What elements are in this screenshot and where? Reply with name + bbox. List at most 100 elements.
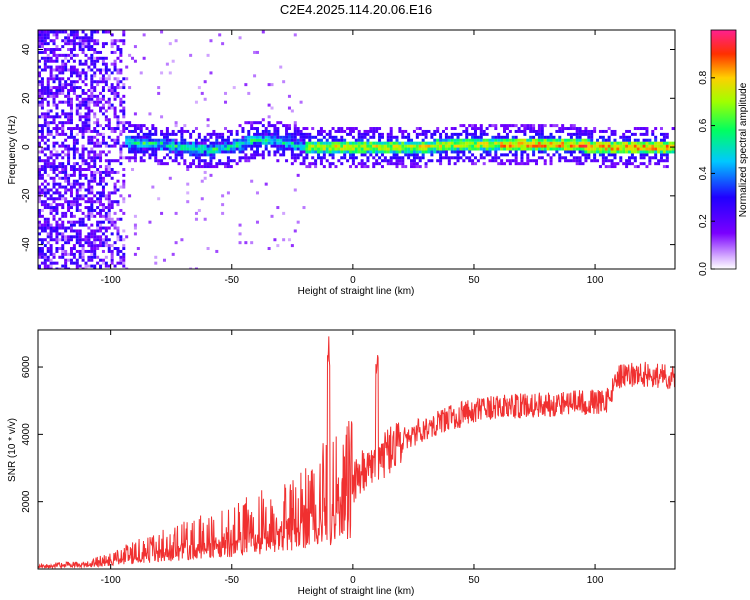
- heatmap-cell: [253, 141, 257, 145]
- heatmap-cell: [264, 135, 268, 139]
- heatmap-cell: [64, 170, 68, 174]
- heatmap-cell: [261, 132, 265, 136]
- heatmap-cell: [81, 36, 85, 40]
- heatmap-cell: [93, 264, 97, 268]
- heatmap-cell: [314, 144, 318, 148]
- heatmap-cell: [43, 185, 47, 189]
- heatmap-cell: [619, 159, 623, 163]
- heatmap-cell: [67, 103, 71, 107]
- heatmap-cell: [299, 147, 303, 151]
- heatmap-cell: [258, 141, 262, 145]
- heatmap-cell: [343, 138, 347, 142]
- heatmap-cell: [273, 132, 277, 136]
- heatmap-cell: [46, 33, 50, 37]
- heatmap-cell: [101, 261, 105, 265]
- heatmap-cell: [107, 135, 111, 139]
- heatmap-cell: [81, 211, 85, 215]
- heatmap-cell: [75, 147, 79, 151]
- heatmap-cell: [485, 132, 489, 136]
- heatmap-cell: [104, 42, 108, 46]
- heatmap-cell: [90, 223, 94, 227]
- heatmap-cell: [87, 100, 91, 104]
- heatmap-cell: [72, 220, 76, 224]
- heatmap-cell: [221, 42, 225, 46]
- heatmap-cell: [517, 147, 521, 151]
- heatmap-cell: [290, 132, 294, 136]
- heatmap-cell: [378, 150, 382, 154]
- heatmap-cell: [84, 159, 88, 163]
- heatmap-cell: [125, 77, 129, 81]
- heatmap-cell: [192, 129, 196, 133]
- heatmap-cell: [279, 153, 283, 157]
- heatmap-cell: [84, 214, 88, 218]
- heatmap-cell: [340, 162, 344, 166]
- heatmap-cell: [67, 127, 71, 131]
- heatmap-cell: [101, 42, 105, 46]
- heatmap-cell: [485, 147, 489, 151]
- heatmap-cell: [75, 109, 79, 113]
- heatmap-cell: [636, 127, 640, 131]
- heatmap-cell: [183, 138, 187, 142]
- heatmap-cell: [250, 144, 254, 148]
- heatmap-cell: [404, 144, 408, 148]
- heatmap-cell: [514, 156, 518, 160]
- heatmap-cell: [523, 150, 527, 154]
- heatmap-cell: [311, 156, 315, 160]
- heatmap-cell: [351, 129, 355, 133]
- heatmap-cell: [311, 127, 315, 131]
- heatmap-cell: [61, 197, 65, 201]
- heatmap-cell: [87, 124, 91, 128]
- heatmap-cell: [590, 159, 594, 163]
- heatmap-cell: [61, 162, 65, 166]
- heatmap-cell: [49, 244, 53, 248]
- heatmap-cell: [462, 144, 466, 148]
- heatmap-cell: [401, 162, 405, 166]
- heatmap-cell: [69, 129, 73, 133]
- heatmap-cell: [328, 132, 332, 136]
- heatmap-cell: [75, 138, 79, 142]
- heatmap-cell: [630, 144, 634, 148]
- heatmap-cell: [72, 91, 76, 95]
- heatmap-cell: [572, 132, 576, 136]
- heatmap-cell: [110, 106, 114, 110]
- heatmap-cell: [453, 147, 457, 151]
- heatmap-cell: [598, 147, 602, 151]
- heatmap-cell: [110, 91, 114, 95]
- heatmap-cell: [101, 258, 105, 262]
- heatmap-cell: [613, 156, 617, 160]
- heatmap-cell: [372, 135, 376, 139]
- heatmap-cell: [99, 68, 103, 72]
- heatmap-cell: [160, 138, 164, 142]
- heatmap-cell: [543, 135, 547, 139]
- heatmap-cell: [261, 153, 265, 157]
- heatmap-cell: [72, 42, 76, 46]
- heatmap-cell: [479, 132, 483, 136]
- heatmap-cell: [532, 127, 536, 131]
- heatmap-cell: [479, 127, 483, 131]
- heatmap-cell: [145, 150, 149, 154]
- heatmap-cell: [628, 147, 632, 151]
- heatmap-cell: [87, 129, 91, 133]
- heatmap-cell: [96, 261, 100, 265]
- heatmap-cell: [93, 214, 97, 218]
- heatmap-cell: [566, 144, 570, 148]
- heatmap-cell: [404, 141, 408, 145]
- heatmap-cell: [287, 141, 291, 145]
- heatmap-cell: [93, 42, 97, 46]
- heatmap-cell: [407, 156, 411, 160]
- heatmap-cell: [64, 191, 68, 195]
- heatmap-cell: [325, 147, 329, 151]
- heatmap-cell: [78, 249, 82, 253]
- heatmap-cell: [325, 132, 329, 136]
- heatmap-cell: [642, 127, 646, 131]
- heatmap-cell: [659, 156, 663, 160]
- heatmap-cell: [49, 261, 53, 265]
- heatmap-cell: [354, 138, 358, 142]
- heatmap-cell: [331, 135, 335, 139]
- heatmap-cell: [407, 147, 411, 151]
- heatmap-cell: [78, 129, 82, 133]
- heatmap-cell: [221, 150, 225, 154]
- heatmap-cell: [69, 50, 73, 54]
- heatmap-cell: [107, 86, 111, 90]
- heatmap-cell: [622, 150, 626, 154]
